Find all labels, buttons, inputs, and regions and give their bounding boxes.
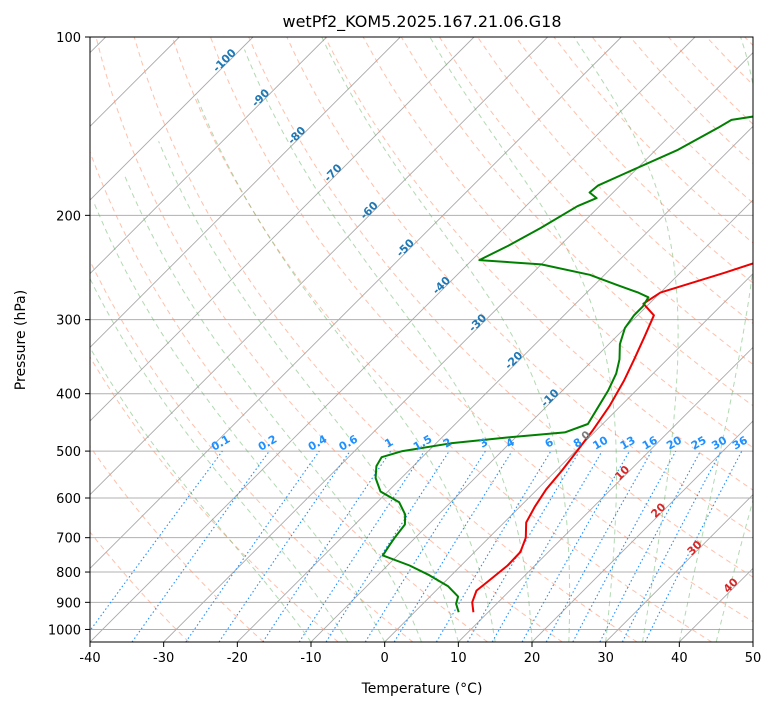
mixing-ratio-line bbox=[521, 450, 630, 642]
y-axis-tick-label: 500 bbox=[56, 445, 81, 460]
isotherm-gridline bbox=[90, 37, 696, 642]
moist-adiabat-line bbox=[123, 173, 422, 642]
isotherm-gridline bbox=[163, 52, 753, 642]
moist-adiabat-line bbox=[90, 277, 349, 642]
moist-adiabat-line bbox=[195, 94, 496, 642]
isotherm-gridline bbox=[90, 37, 401, 348]
y-axis-tick-label: 300 bbox=[56, 314, 81, 329]
isotherm-gridline bbox=[531, 420, 753, 642]
mixing-ratio-line bbox=[298, 450, 425, 642]
dry-adiabat-line bbox=[248, 37, 753, 578]
y-axis-tick-label: 600 bbox=[56, 492, 81, 507]
plot-area bbox=[90, 37, 753, 642]
y-axis-tick-label: 200 bbox=[56, 209, 81, 224]
axes: 0.1 0.2 0.4 0.6 1 1.5 2 3 4 6 8 10 13 16 20 25 30 36-100-… bbox=[48, 31, 761, 666]
moist-adiabat-line bbox=[93, 201, 386, 642]
mixing-ratio-line bbox=[393, 450, 513, 642]
mixing-ratio-line bbox=[262, 450, 392, 642]
mixing-ratio-line bbox=[325, 450, 450, 642]
isotherm-gridline bbox=[90, 37, 327, 275]
x-axis-tick-label: 50 bbox=[745, 651, 762, 666]
temperature-profile-line bbox=[471, 262, 753, 613]
dewpoint-profile-line bbox=[374, 115, 753, 613]
isotherm-gridline bbox=[237, 125, 753, 642]
chart-title: wetPf2_KOM5.2025.167.21.06.G18 bbox=[282, 12, 561, 32]
x-axis-tick-label: 40 bbox=[671, 651, 688, 666]
moist-adiabat-line bbox=[321, 37, 571, 642]
isotherm-gridline bbox=[90, 37, 622, 569]
moist-adiabat-line bbox=[244, 49, 533, 642]
dry-adiabat-line bbox=[286, 37, 753, 534]
mixing-ratio-line bbox=[218, 450, 351, 642]
moist-adiabat-line bbox=[90, 346, 312, 642]
mixing-ratio-line bbox=[90, 450, 223, 632]
y-axis-label: Pressure (hPa) bbox=[13, 290, 29, 390]
mixing-ratio-line bbox=[572, 450, 677, 642]
dry-adiabat-line bbox=[438, 37, 753, 366]
mixing-ratio-line bbox=[644, 450, 743, 642]
x-axis-label: Temperature (°C) bbox=[361, 681, 483, 697]
dry-adiabat-line bbox=[400, 37, 753, 407]
mixing-ratio-line bbox=[131, 450, 270, 642]
y-axis-tick-label: 1000 bbox=[48, 623, 81, 638]
dry-adiabat-line bbox=[515, 37, 753, 284]
dry-adiabat-line bbox=[90, 259, 414, 642]
isotherm-gridline bbox=[384, 273, 753, 642]
y-axis-tick-label: 400 bbox=[56, 388, 81, 403]
dry-adiabat-line bbox=[90, 531, 190, 642]
x-axis-tick-label: 0 bbox=[381, 651, 389, 666]
mixing-ratio-line bbox=[545, 450, 653, 642]
dry-adiabat-line bbox=[95, 37, 563, 642]
y-axis-tick-label: 100 bbox=[56, 31, 81, 46]
dry-adiabat-line bbox=[90, 445, 264, 642]
isotherm-gridline bbox=[90, 37, 475, 422]
moist-adiabat-line bbox=[573, 37, 679, 642]
y-axis-tick-label: 900 bbox=[56, 596, 81, 611]
moist-adiabat-line bbox=[429, 37, 617, 642]
dry-adiabat-line bbox=[210, 37, 753, 623]
dry-adiabat-line bbox=[171, 37, 712, 642]
dry-adiabat-line bbox=[90, 150, 488, 642]
x-axis-tick-label: 20 bbox=[524, 651, 541, 666]
x-axis-tick-label: 10 bbox=[450, 651, 467, 666]
x-axis-tick-label: 30 bbox=[597, 651, 614, 666]
isotherm-gridline bbox=[90, 37, 254, 201]
plot-frame bbox=[89, 36, 754, 643]
y-axis-tick-label: 700 bbox=[56, 532, 81, 547]
mixing-ratio-line bbox=[185, 450, 320, 642]
dry-adiabat-line bbox=[90, 356, 339, 642]
moist-adiabat-line bbox=[158, 141, 459, 642]
x-axis-tick-label: -10 bbox=[300, 651, 321, 666]
x-axis-tick-label: -20 bbox=[227, 651, 248, 666]
x-axis-tick-label: -30 bbox=[153, 651, 174, 666]
isotherm-gridline bbox=[605, 494, 753, 642]
x-axis-tick-label: -40 bbox=[79, 651, 100, 666]
isotherm-gridline bbox=[458, 346, 753, 642]
isotherm-gridline bbox=[90, 37, 548, 496]
dry-adiabat-line bbox=[133, 37, 638, 642]
y-axis-tick-label: 800 bbox=[56, 566, 81, 581]
